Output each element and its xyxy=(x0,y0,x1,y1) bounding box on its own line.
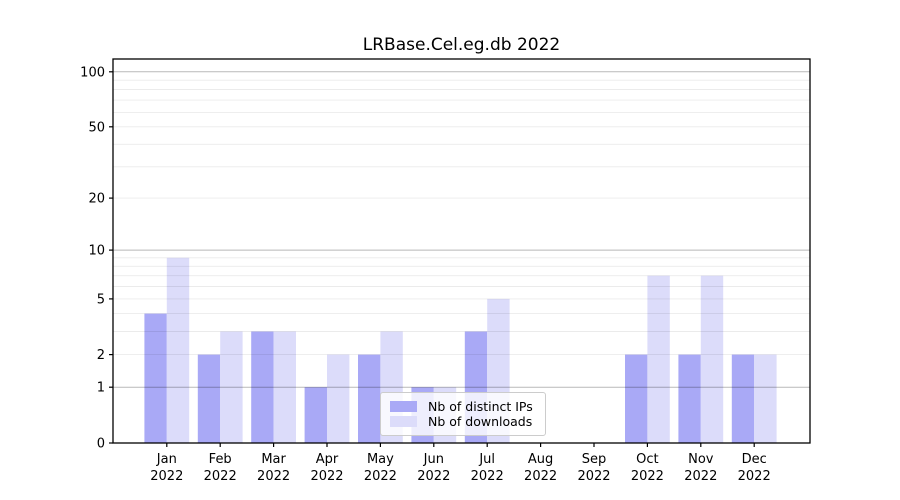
bar-nb-of-distinct-ips-dec xyxy=(731,354,755,443)
bar-nb-of-distinct-ips-mar xyxy=(251,331,274,443)
x-tick-label-year: 2022 xyxy=(738,469,771,484)
bar-nb-of-distinct-ips-jan xyxy=(144,313,167,443)
y-tick-label: 10 xyxy=(88,244,105,259)
x-tick-label-month: Jan xyxy=(156,452,177,467)
bar-nb-of-distinct-ips-may xyxy=(358,354,381,443)
x-tick-label-year: 2022 xyxy=(204,469,237,484)
bar-nb-of-distinct-ips-nov xyxy=(678,354,701,443)
x-tick-label-year: 2022 xyxy=(417,469,450,484)
x-tick-label-month: Nov xyxy=(688,452,714,467)
axes-frame xyxy=(112,58,811,444)
x-tick-label-month: May xyxy=(367,452,394,467)
y-tick-label: 5 xyxy=(97,292,105,307)
y-tick-label: 2 xyxy=(97,348,105,363)
legend-swatch-downloads xyxy=(390,416,417,427)
y-tick-label: 1 xyxy=(97,381,105,396)
x-tick-label-year: 2022 xyxy=(577,469,610,484)
bar-nb-of-distinct-ips-oct xyxy=(625,354,648,443)
x-tick-label-month: Apr xyxy=(316,452,339,467)
x-tick-label-month: Dec xyxy=(742,452,767,467)
legend-swatch-distinct-ips xyxy=(390,401,417,412)
x-tick-label-year: 2022 xyxy=(631,469,664,484)
chart-title: LRBase.Cel.eg.db 2022 xyxy=(362,35,561,55)
bar-nb-of-downloads-nov xyxy=(700,275,724,443)
bar-nb-of-downloads-dec xyxy=(754,354,777,443)
minor-gridlines xyxy=(113,79,810,356)
major-gridlines xyxy=(113,71,810,388)
x-tick-label-year: 2022 xyxy=(684,469,717,484)
x-tick-label-year: 2022 xyxy=(364,469,397,484)
legend-entry-distinct-ips: Nb of distinct IPs xyxy=(390,399,536,414)
x-tick-label-month: Mar xyxy=(261,452,286,467)
x-tick-label-year: 2022 xyxy=(257,469,290,484)
x-tick-label-year: 2022 xyxy=(310,469,343,484)
y-tick-label: 0 xyxy=(97,437,105,452)
x-tick-label-month: Jun xyxy=(423,452,444,467)
y-tick-label: 100 xyxy=(80,65,105,80)
legend-entry-downloads: Nb of downloads xyxy=(390,414,536,429)
x-tick-label-month: Aug xyxy=(528,452,553,467)
x-tick-label-year: 2022 xyxy=(471,469,504,484)
x-tick-label-month: Jul xyxy=(478,452,495,467)
bar-nb-of-downloads-mar xyxy=(273,331,296,443)
x-axis: Jan 2022 Feb 2022 Mar 2022 Apr 2022 May 2022 Jun 20… xyxy=(150,443,771,484)
legend: Nb of distinct IPs Nb of downloads xyxy=(380,392,546,436)
bar-nb-of-downloads-feb xyxy=(220,331,243,443)
x-tick-label-month: Sep xyxy=(582,452,607,467)
x-tick-label-year: 2022 xyxy=(150,469,183,484)
bar-nb-of-distinct-ips-feb xyxy=(197,354,221,443)
y-axis: 0 1 2 5 10 20 50 100 xyxy=(80,65,113,452)
bar-nb-of-downloads-jan xyxy=(166,257,190,443)
x-tick-label-month: Oct xyxy=(636,452,658,467)
bar-nb-of-downloads-oct xyxy=(647,275,670,443)
y-tick-label: 20 xyxy=(88,192,105,207)
bar-nb-of-distinct-ips-apr xyxy=(304,387,327,443)
x-tick-label-year: 2022 xyxy=(524,469,557,484)
x-tick-label-month: Feb xyxy=(209,452,232,467)
y-tick-label: 50 xyxy=(88,120,105,135)
bar-nb-of-downloads-apr xyxy=(327,354,350,443)
legend-label-distinct-ips: Nb of distinct IPs xyxy=(428,399,533,414)
legend-label-downloads: Nb of downloads xyxy=(428,414,533,429)
